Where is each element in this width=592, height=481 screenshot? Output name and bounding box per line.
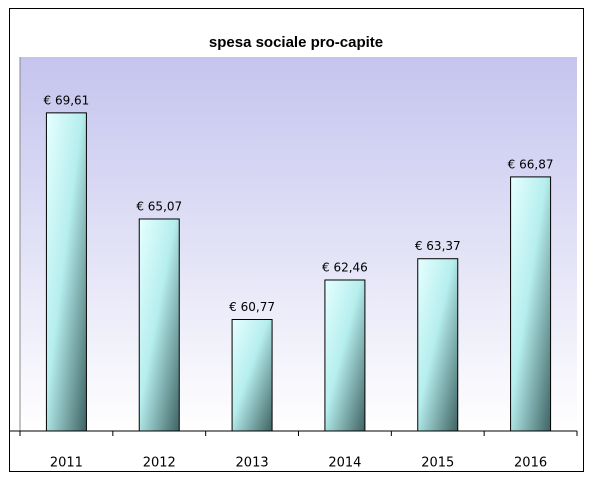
x-tick-label: 2014 — [328, 456, 361, 471]
plot-area — [20, 57, 577, 431]
value-label: € 63,37 — [415, 239, 461, 253]
x-tick-label: 2015 — [421, 456, 454, 471]
x-tick-label: 2012 — [143, 456, 176, 471]
bar — [138, 218, 180, 432]
chart-title: spesa sociale pro-capite — [209, 34, 383, 51]
value-label: € 62,46 — [322, 260, 368, 274]
bar — [45, 112, 87, 432]
bar — [324, 279, 366, 432]
x-tick-label: 2013 — [236, 456, 269, 471]
value-label: € 69,61 — [44, 93, 90, 107]
x-tick-label: 2011 — [50, 456, 83, 471]
bar — [231, 319, 273, 432]
x-tick-label: 2016 — [514, 456, 547, 471]
bar — [510, 176, 552, 432]
value-label: € 66,87 — [508, 157, 554, 171]
value-label: € 60,77 — [229, 300, 275, 314]
bar — [417, 258, 459, 432]
value-label: € 65,07 — [136, 199, 182, 213]
